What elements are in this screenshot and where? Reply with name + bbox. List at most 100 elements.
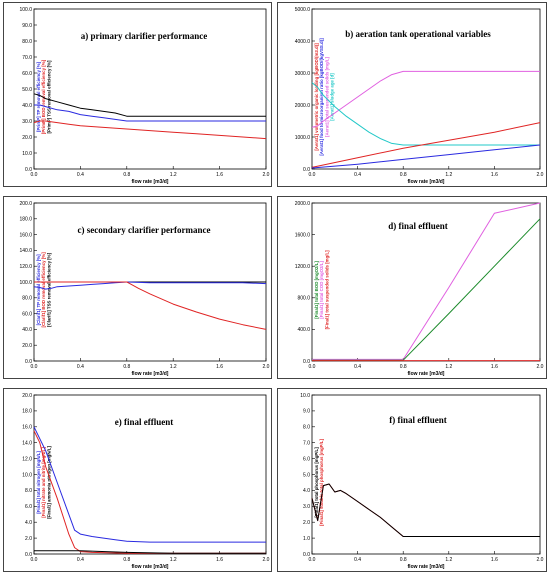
y-axis-label: [Aerat1] volumetric organic loading [kgB…: [314, 43, 319, 151]
chart-a: 0.0 10.0 20.0 30.0 40.0 50.0 60.0 70.0 80.0 90.0 1…: [19, 7, 269, 185]
y-tick-label: 0.0: [25, 359, 32, 365]
x-tick-label: 1.2: [445, 557, 452, 563]
series-line-magenta: [311, 70, 540, 128]
y-tick-label: 0.0: [303, 167, 310, 173]
x-tick-label: 0.0: [309, 557, 316, 563]
y-axis-label: [Final1] ammonia nitrogen [mgN/L]: [46, 446, 51, 519]
y-axis-label: [Aerat1] total suspended solids [mg/L]: [324, 56, 329, 137]
x-tick-label: 0.8: [123, 172, 130, 178]
y-tick-label: 800.0: [297, 296, 310, 302]
x-tick-label: 0.8: [123, 557, 130, 563]
x-tick-label: 1.6: [491, 172, 498, 178]
x-tick-label: 1.2: [170, 364, 177, 370]
chart-c: 0.0 20.0 40.0 60.0 80.0 100.0 120.0 140.0 160.0 1…: [19, 201, 270, 377]
y-tick-label: 8.0: [303, 425, 310, 431]
y-tick-label: 40.0: [22, 327, 32, 333]
series-line-red: [33, 120, 267, 140]
y-tick-label: 1000.0: [295, 135, 311, 141]
y-axis-label: [Final1] total COD [mgO2/L]: [319, 261, 324, 319]
panel-d: 0.0 400.0 800.0 1200.0 1600.0 2000.0 0.0 0.4 0.8…: [277, 196, 547, 379]
x-tick-label: 1.6: [216, 172, 223, 178]
panel-b: 0.0 1000.0 2000.0 3000.0 4000.0 5000.0 0.0 0.4 0…: [277, 2, 547, 187]
y-axis-label: [PrimP] TSS removal efficiency [%]: [46, 60, 51, 133]
chart-title: d) final effluent: [388, 221, 448, 231]
x-tick-label: 2.0: [537, 172, 544, 178]
y-tick-label: 3.0: [303, 504, 310, 510]
y-tick-label: 160.0: [19, 232, 32, 238]
x-tick-label: 2.0: [263, 557, 270, 563]
series-line-cyan: [311, 82, 540, 146]
series-line-blue: [33, 281, 267, 290]
y-tick-label: 140.0: [19, 248, 32, 254]
y-tick-label: 80.0: [22, 39, 32, 45]
series-line-magenta: [312, 202, 541, 360]
x-tick-label: 2.0: [537, 364, 544, 370]
x-tick-label: 1.6: [216, 364, 223, 370]
x-tick-label: 1.2: [445, 364, 452, 370]
x-tick-label: 1.6: [491, 557, 498, 563]
y-axis-label: [Final1] soluble total phosphorus [mgP/L…: [319, 438, 324, 525]
y-tick-label: 10.0: [22, 472, 32, 478]
y-tick-label: 60.0: [22, 71, 32, 77]
series-line-black: [34, 550, 266, 554]
x-tick-label: 0.0: [31, 172, 38, 178]
x-tick-label: 1.6: [491, 364, 498, 370]
y-axis-label: [Final1] total nitrogen [mgN/L]: [36, 451, 41, 514]
y-tick-label: 4000.0: [295, 39, 311, 45]
x-tick-label: 0.0: [31, 557, 38, 563]
y-tick-label: 90.0: [22, 23, 32, 29]
y-tick-label: 10.0: [300, 393, 310, 399]
y-tick-label: 180.0: [19, 217, 32, 223]
x-tick-label: 2.0: [537, 557, 544, 563]
y-tick-label: 50.0: [22, 87, 32, 93]
plot-frame: [311, 8, 541, 170]
x-tick-label: 1.2: [445, 172, 452, 178]
y-tick-label: 0.0: [25, 552, 32, 558]
chart-e: 0.0 2.0 4.0 6.0 8.0 10.0 12.0 14.0 16.0 18.0 20.0 0…: [22, 393, 270, 570]
x-tick-label: 1.6: [216, 557, 223, 563]
x-tick-label: 0.0: [309, 364, 316, 370]
y-tick-label: 1.0: [303, 536, 310, 542]
y-axis-label: [Clarif1] TSS removal efficiency [%]: [46, 252, 51, 326]
x-tick-label: 1.2: [170, 172, 177, 178]
y-tick-label: 5000.0: [295, 7, 311, 13]
chart-title: f) final effluent: [389, 415, 447, 425]
x-tick-label: 0.8: [400, 172, 407, 178]
y-tick-label: 2000.0: [295, 201, 311, 207]
y-tick-label: 100.0: [19, 280, 32, 286]
x-tick-label: 0.4: [354, 172, 361, 178]
series-line-black: [311, 483, 540, 537]
y-tick-label: 400.0: [297, 327, 310, 333]
y-tick-label: 8.0: [25, 488, 32, 494]
chart-d: 0.0 400.0 800.0 1200.0 1600.0 2000.0 0.0 0.4 0.8…: [295, 201, 544, 377]
x-tick-label: 0.8: [400, 557, 407, 563]
y-tick-label: 2.0: [303, 520, 310, 526]
y-tick-label: 1200.0: [295, 264, 311, 270]
x-tick-label: 0.4: [77, 172, 84, 178]
y-axis-label: [Clarif1] TP removal efficiency [%]: [36, 254, 41, 325]
y-axis-label: [Final1] total suspended solids [mg/L]: [324, 250, 329, 330]
x-tick-label: 0.0: [309, 172, 316, 178]
y-axis-label: [Final1] total phosphorus [mgP/L]: [314, 447, 319, 518]
y-tick-label: 6.0: [303, 456, 310, 462]
y-tick-label: 200.0: [19, 201, 32, 207]
x-axis-label: flow rate [m3/d]: [408, 371, 445, 377]
x-tick-label: 1.2: [170, 557, 177, 563]
y-tick-label: 6.0: [25, 504, 32, 510]
y-axis-label: [Final1] total BOD [mgO2/L]: [314, 261, 319, 319]
y-tick-label: 5.0: [303, 472, 310, 478]
y-axis-label: [Clarif1] BOD removal efficiency [%]: [41, 252, 46, 328]
x-axis-label: flow rate [m3/d]: [408, 179, 445, 185]
y-tick-label: 70.0: [22, 55, 32, 61]
chart-title: b) aeration tank operational variables: [345, 29, 491, 39]
x-axis-label: flow rate [m3/d]: [408, 564, 445, 570]
x-tick-label: 2.0: [263, 364, 270, 370]
y-axis-label: [PrimP] TP removal efficiency [%]: [36, 61, 41, 131]
y-tick-label: 30.0: [22, 119, 32, 125]
panel-a: 0.0 10.0 20.0 30.0 40.0 50.0 60.0 70.0 80.0 90.0 1…: [3, 2, 272, 187]
series-line-red: [311, 122, 541, 168]
y-tick-label: 4.0: [25, 520, 32, 526]
series-line-blue: [34, 104, 266, 122]
panel-f: 0.0 1.0 2.0 3.0 4.0 5.0 6.0 7.0 8.0 9.0 10.0 0.0 0.4…: [277, 388, 547, 572]
panel-e: 0.0 2.0 4.0 6.0 8.0 10.0 12.0 14.0 16.0 18.0 20.0 0…: [3, 388, 272, 572]
